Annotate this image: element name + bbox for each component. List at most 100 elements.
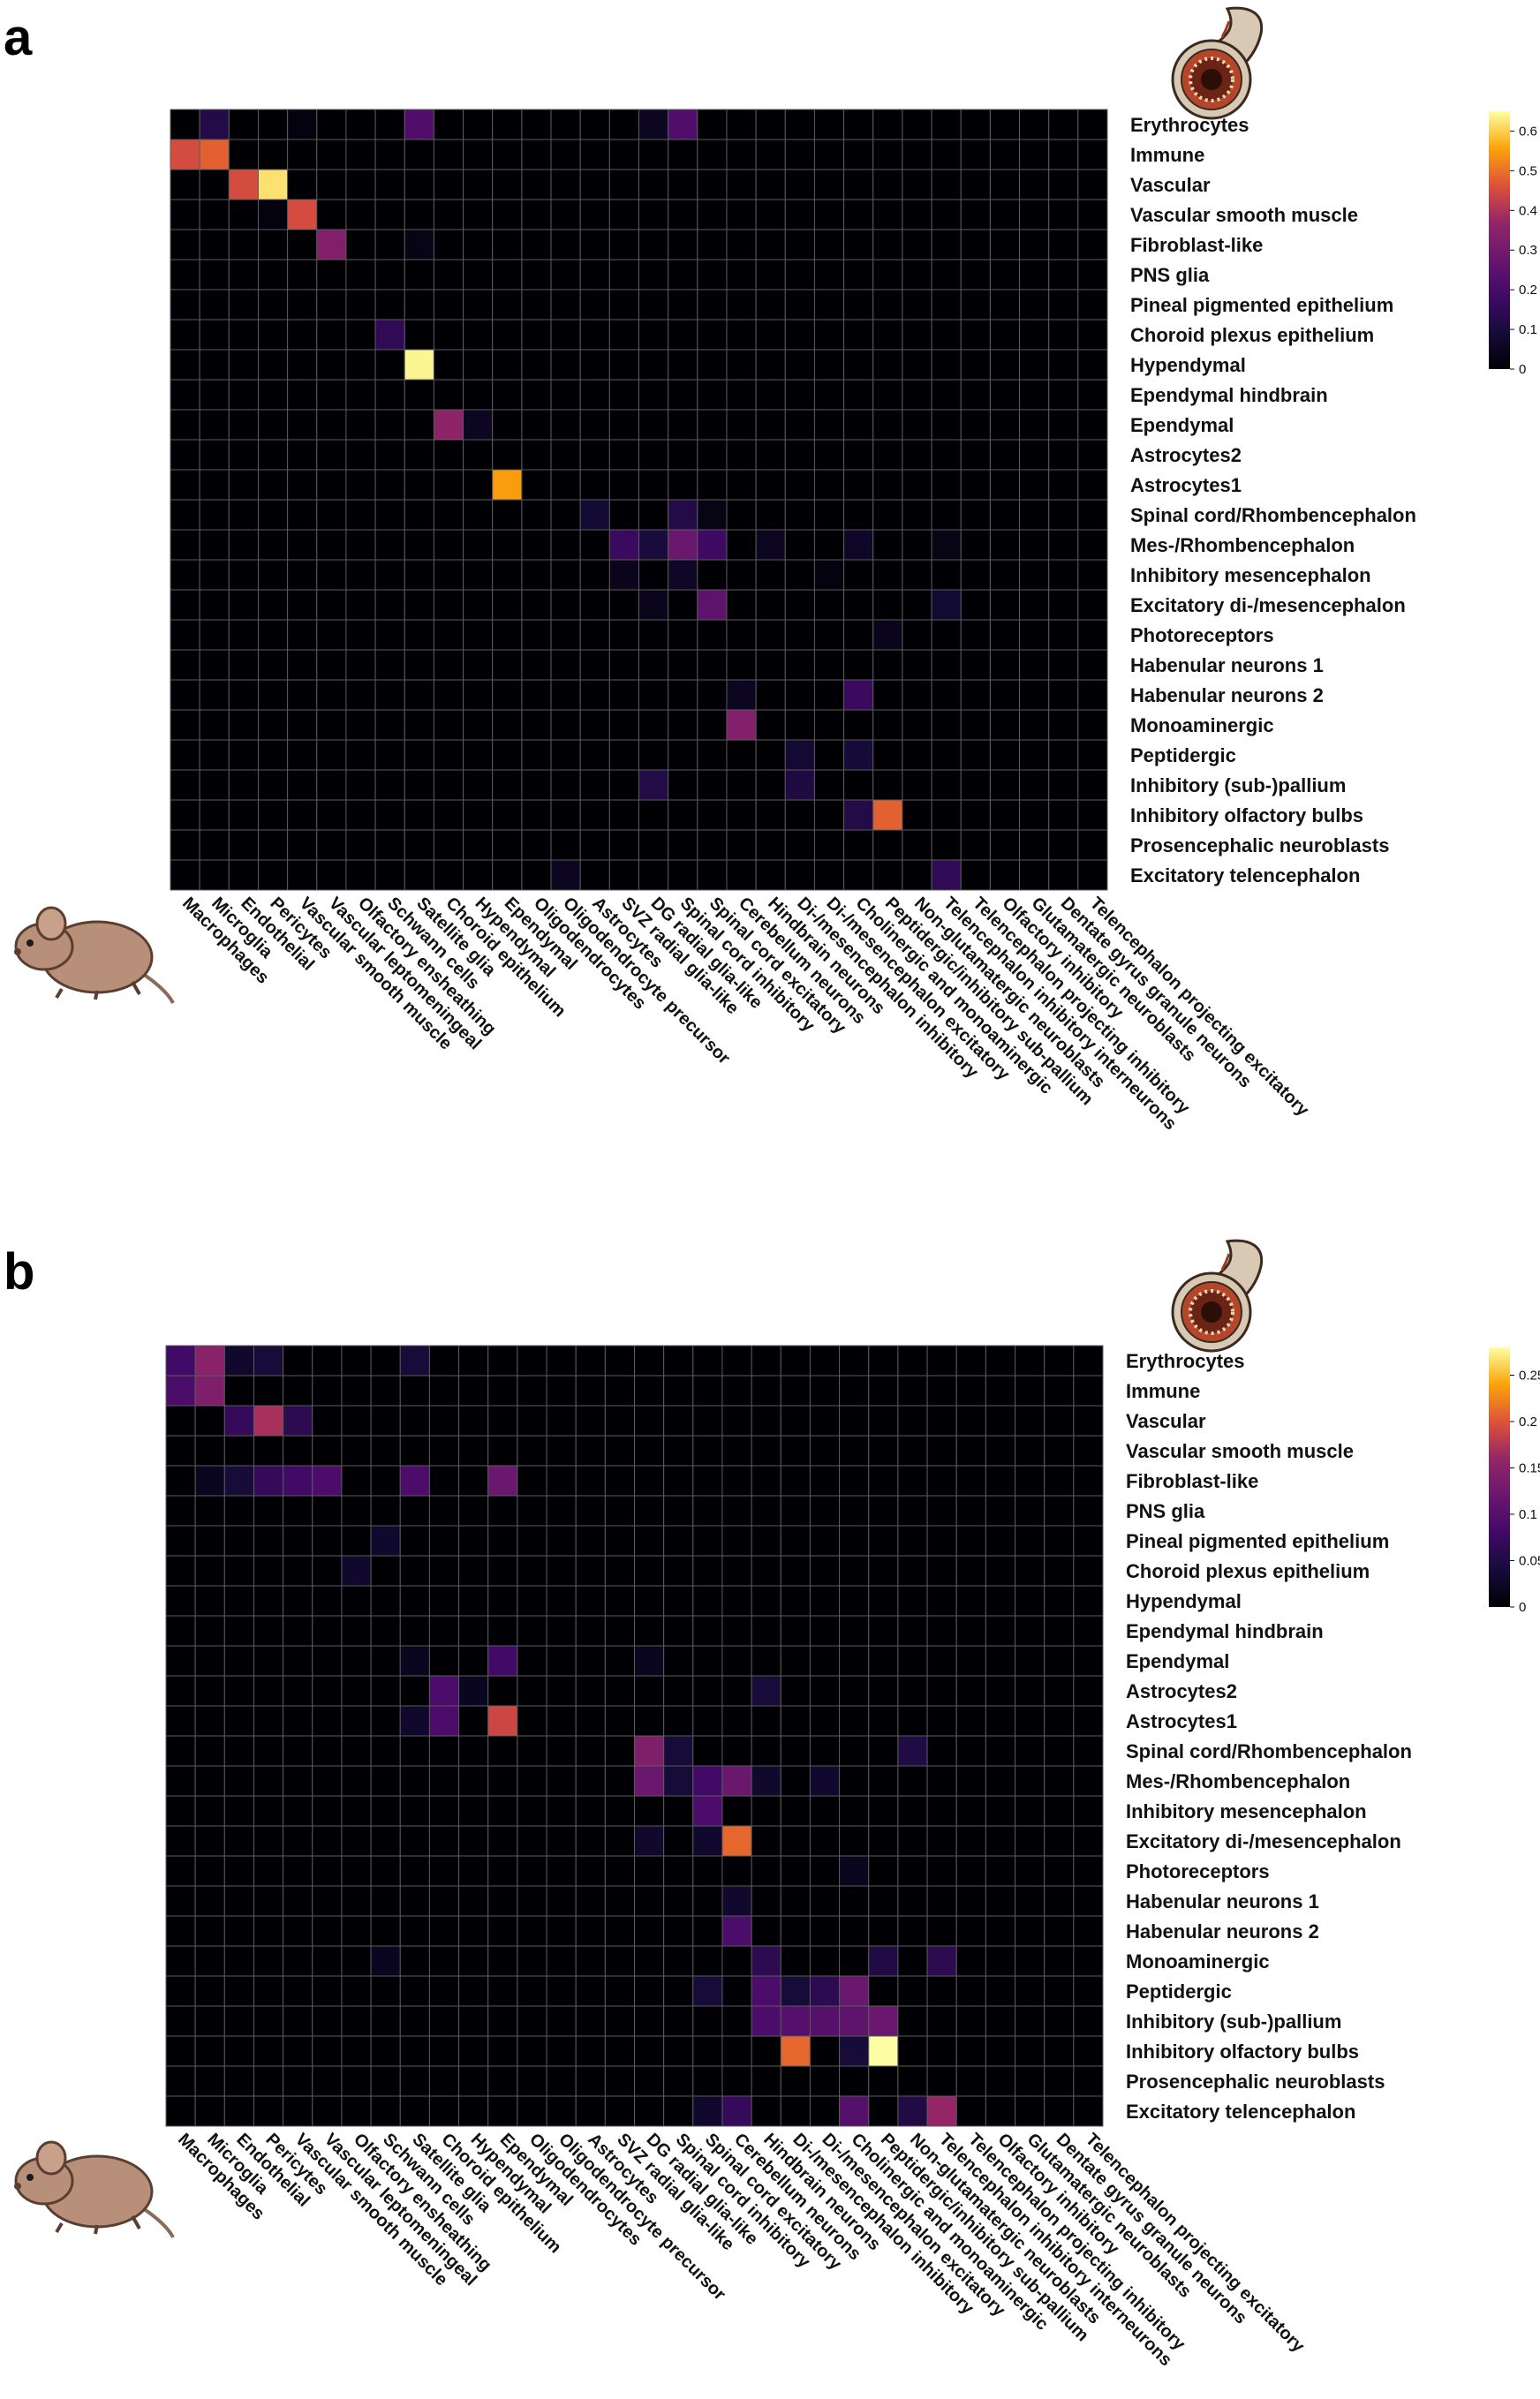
heatmap-cell: [283, 1495, 313, 1527]
heatmap-cell: [751, 2035, 781, 2067]
heatmap-cell: [780, 1495, 811, 1527]
heatmap-cell: [897, 1375, 928, 1407]
heatmap-cell: [780, 1855, 811, 1887]
heatmap-cell: [345, 199, 376, 230]
heatmap-cell: [663, 1405, 694, 1437]
heatmap-cell: [1077, 139, 1108, 170]
heatmap-cell: [989, 379, 1021, 411]
heatmap-cell: [955, 1975, 986, 2007]
heatmap-cell: [550, 589, 581, 621]
heatmap-cell: [809, 2035, 841, 2067]
heatmap-cell: [634, 2035, 665, 2067]
heatmap-cell: [755, 259, 786, 290]
row-label: Erythrocytes: [1130, 114, 1249, 136]
heatmap-cell: [872, 319, 903, 351]
heatmap-cell: [668, 859, 698, 891]
heatmap-cell: [228, 709, 259, 741]
heatmap-cell: [751, 1825, 781, 1857]
heatmap-cell: [487, 1825, 518, 1857]
heatmap-cell: [404, 709, 434, 741]
heatmap-cell: [1073, 1705, 1104, 1737]
row-label: Astrocytes2: [1126, 1680, 1237, 1702]
heatmap-cell: [868, 1675, 899, 1707]
heatmap-cell: [926, 1705, 957, 1737]
heatmap-cell: [312, 1525, 343, 1557]
heatmap-cell: [697, 169, 728, 200]
heatmap-cell: [487, 1705, 518, 1737]
heatmap-cell: [813, 859, 845, 891]
heatmap-cell: [458, 1765, 489, 1797]
heatmap-cell: [487, 1555, 518, 1587]
heatmap-cell: [634, 1975, 665, 2007]
heatmap-cell: [370, 1675, 401, 1707]
heatmap-cell: [194, 1735, 225, 1767]
heatmap-cell: [926, 1405, 957, 1437]
heatmap-cell: [199, 199, 230, 230]
heatmap-cell: [726, 409, 757, 441]
heatmap-cell: [955, 1765, 986, 1797]
heatmap-cell: [463, 739, 494, 771]
heatmap-cell: [521, 799, 552, 831]
heatmap-cell: [784, 799, 815, 831]
heatmap-cell: [341, 1645, 372, 1677]
heatmap-cell: [697, 139, 728, 170]
heatmap-cell: [1044, 1705, 1075, 1737]
heatmap-cell: [902, 859, 932, 891]
heatmap-cell: [809, 1465, 841, 1497]
heatmap-cell: [604, 1915, 636, 1947]
heatmap-cell: [638, 619, 669, 651]
heatmap-cell: [521, 679, 552, 711]
heatmap-cell: [604, 1675, 636, 1707]
heatmap-cell: [668, 769, 698, 801]
heatmap-cell: [663, 1885, 694, 1917]
heatmap-cell: [517, 1405, 547, 1437]
heatmap-cell: [638, 769, 669, 801]
heatmap-cell: [1044, 1405, 1075, 1437]
heatmap-cell: [872, 469, 903, 501]
heatmap-cell: [604, 1705, 636, 1737]
heatmap-cell: [931, 469, 962, 501]
heatmap-cell: [843, 679, 874, 711]
heatmap-cell: [721, 2065, 752, 2097]
heatmap-cell: [463, 709, 494, 741]
heatmap-cell: [989, 799, 1021, 831]
heatmap-cell: [170, 439, 200, 471]
heatmap-cell: [428, 1375, 460, 1407]
heatmap-cell: [1015, 1345, 1046, 1377]
heatmap-cell: [634, 1525, 665, 1557]
heatmap-cell: [399, 1825, 430, 1857]
heatmap-cell: [1044, 1945, 1075, 1977]
heatmap-cell: [1048, 349, 1079, 381]
heatmap-cell: [751, 1435, 781, 1467]
heatmap-cell: [989, 529, 1021, 561]
heatmap-cell: [985, 1945, 1016, 1977]
heatmap-cell: [487, 1735, 518, 1767]
heatmap-cell: [194, 1405, 225, 1437]
row-label: Habenular neurons 2: [1126, 1920, 1319, 1943]
heatmap-cell: [492, 829, 523, 861]
heatmap-cell: [721, 1615, 752, 1647]
heatmap-cell: [463, 649, 494, 681]
heatmap-cell: [399, 2005, 430, 2037]
heatmap-cell: [1073, 1495, 1104, 1527]
heatmap-cell: [751, 1945, 781, 1977]
heatmap-cell: [374, 259, 405, 290]
heatmap-cell: [955, 1735, 986, 1767]
row-label: Ependymal hindbrain: [1130, 384, 1328, 406]
heatmap-cell: [955, 1945, 986, 1977]
heatmap-cell: [931, 679, 962, 711]
heatmap-cell: [872, 349, 903, 381]
heatmap-cell: [194, 2035, 225, 2067]
heatmap-cell: [287, 739, 318, 771]
heatmap-cell: [692, 1465, 723, 1497]
heatmap-cell: [492, 679, 523, 711]
colorbar-tick-label: 0.5: [1519, 163, 1537, 178]
heatmap-cell: [813, 499, 845, 531]
heatmap-cell: [345, 229, 376, 260]
heatmap-cell: [751, 1765, 781, 1797]
heatmap-cell: [960, 739, 991, 771]
heatmap-cell: [697, 289, 728, 321]
heatmap-cell: [989, 649, 1021, 681]
heatmap-cell: [492, 799, 523, 831]
heatmap-cell: [579, 409, 610, 441]
